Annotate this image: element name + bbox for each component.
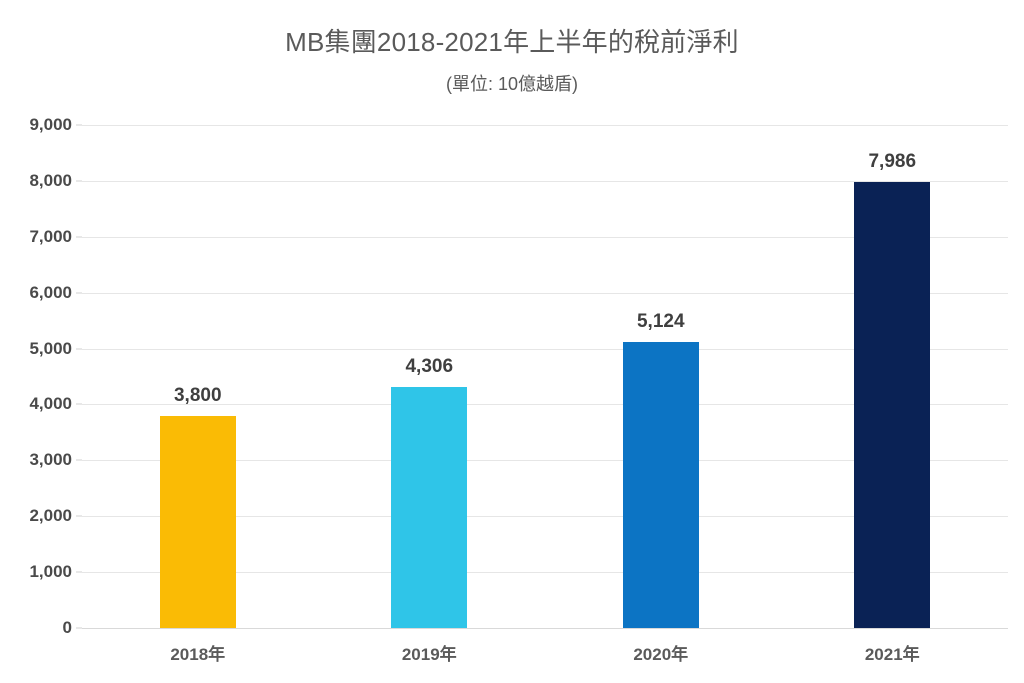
y-axis-tick-mark [76, 124, 82, 126]
bar[interactable] [622, 341, 699, 628]
y-axis-tick-label: 6,000 [29, 282, 72, 302]
y-axis-tick-mark [76, 348, 82, 350]
gridline [82, 460, 1008, 462]
y-axis-tick-label: 1,000 [29, 562, 72, 582]
y-axis-tick-mark [76, 515, 82, 517]
gridline [82, 292, 1008, 294]
bar[interactable] [391, 387, 468, 628]
bar-value-label: 3,800 [173, 384, 222, 406]
y-axis-tick-mark [76, 236, 82, 238]
y-axis-tick-label: 4,000 [29, 394, 72, 414]
y-axis-tick-mark [76, 571, 82, 573]
gridline [82, 236, 1008, 238]
bar-value-label: 7,986 [868, 150, 917, 172]
gridline [82, 572, 1008, 574]
gridline [82, 180, 1008, 182]
y-axis-tick-label: 5,000 [29, 338, 72, 358]
gridline [82, 404, 1008, 406]
x-axis-tick-label: 2019年 [401, 645, 457, 664]
axis-baseline [82, 628, 1008, 629]
y-axis-tick-mark [76, 292, 82, 294]
bar[interactable] [854, 181, 931, 628]
bar-value-label: 5,124 [636, 310, 685, 332]
y-axis-tick-label: 7,000 [29, 226, 72, 246]
bar[interactable] [159, 415, 236, 628]
y-axis: 9,000 8,000 7,000 6,000 5,000 4,000 3,000 2,000… [0, 115, 82, 637]
x-axis-tick-label: 2018年 [170, 645, 226, 664]
plot-area: 3,800 4,306 5,124 7,986 [82, 125, 1008, 629]
y-axis-tick-label: 9,000 [29, 115, 72, 134]
gridline [82, 125, 1008, 126]
y-axis-tick-label: 2,000 [29, 506, 72, 526]
y-axis-tick-label: 0 [62, 618, 72, 637]
y-axis-tick-mark [76, 627, 82, 629]
y-axis-tick-mark [76, 459, 82, 461]
chart-subtitle: (單位: 10億越盾) [445, 74, 578, 94]
y-axis-tick-mark [76, 403, 82, 405]
bar-value-label: 4,306 [405, 356, 454, 378]
x-axis: 2018年 2019年 2020年 2021年 [0, 640, 1024, 680]
x-axis-tick-label: 2021年 [864, 645, 920, 664]
gridline [82, 516, 1008, 518]
chart-title: MB集團2018-2021年上半年的稅前淨利 [285, 27, 739, 57]
y-axis-tick-label: 8,000 [29, 170, 72, 190]
gridline [82, 348, 1008, 350]
y-axis-tick-mark [76, 180, 82, 182]
x-axis-tick-label: 2020年 [633, 645, 689, 664]
y-axis-tick-label: 3,000 [29, 450, 72, 470]
